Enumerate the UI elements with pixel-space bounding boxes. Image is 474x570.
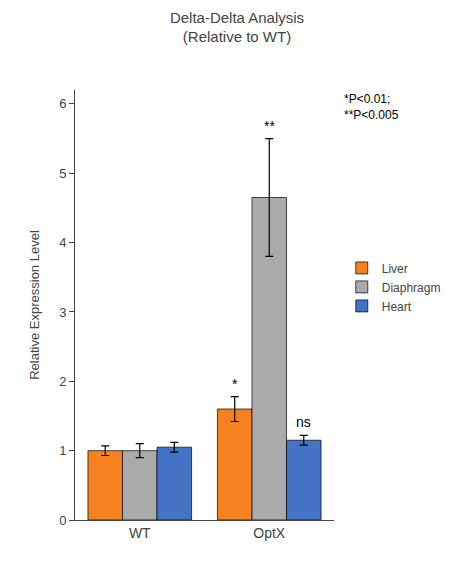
svg-text:Diaphragm: Diaphragm (382, 281, 441, 295)
svg-text:6: 6 (59, 96, 66, 111)
svg-text:5: 5 (59, 166, 66, 181)
svg-text:0: 0 (59, 513, 66, 528)
svg-text:Relative Expression Level: Relative Expression Level (27, 230, 42, 380)
svg-text:WT: WT (129, 525, 151, 541)
svg-text:*P<0.01;**P<0.005: *P<0.01;**P<0.005 (344, 92, 399, 122)
svg-text:OptX: OptX (253, 525, 286, 541)
svg-text:Heart: Heart (382, 300, 412, 314)
svg-text:3: 3 (59, 304, 66, 319)
svg-text:**: ** (264, 118, 275, 134)
svg-text:*: * (232, 376, 238, 392)
svg-text:Liver: Liver (382, 262, 408, 276)
svg-text:2: 2 (59, 374, 66, 389)
svg-text:1: 1 (59, 443, 66, 458)
svg-text:Delta-Delta Analysis(Relative: Delta-Delta Analysis(Relative to WT) (170, 9, 304, 46)
svg-text:ns: ns (296, 414, 311, 430)
svg-text:4: 4 (59, 235, 66, 250)
